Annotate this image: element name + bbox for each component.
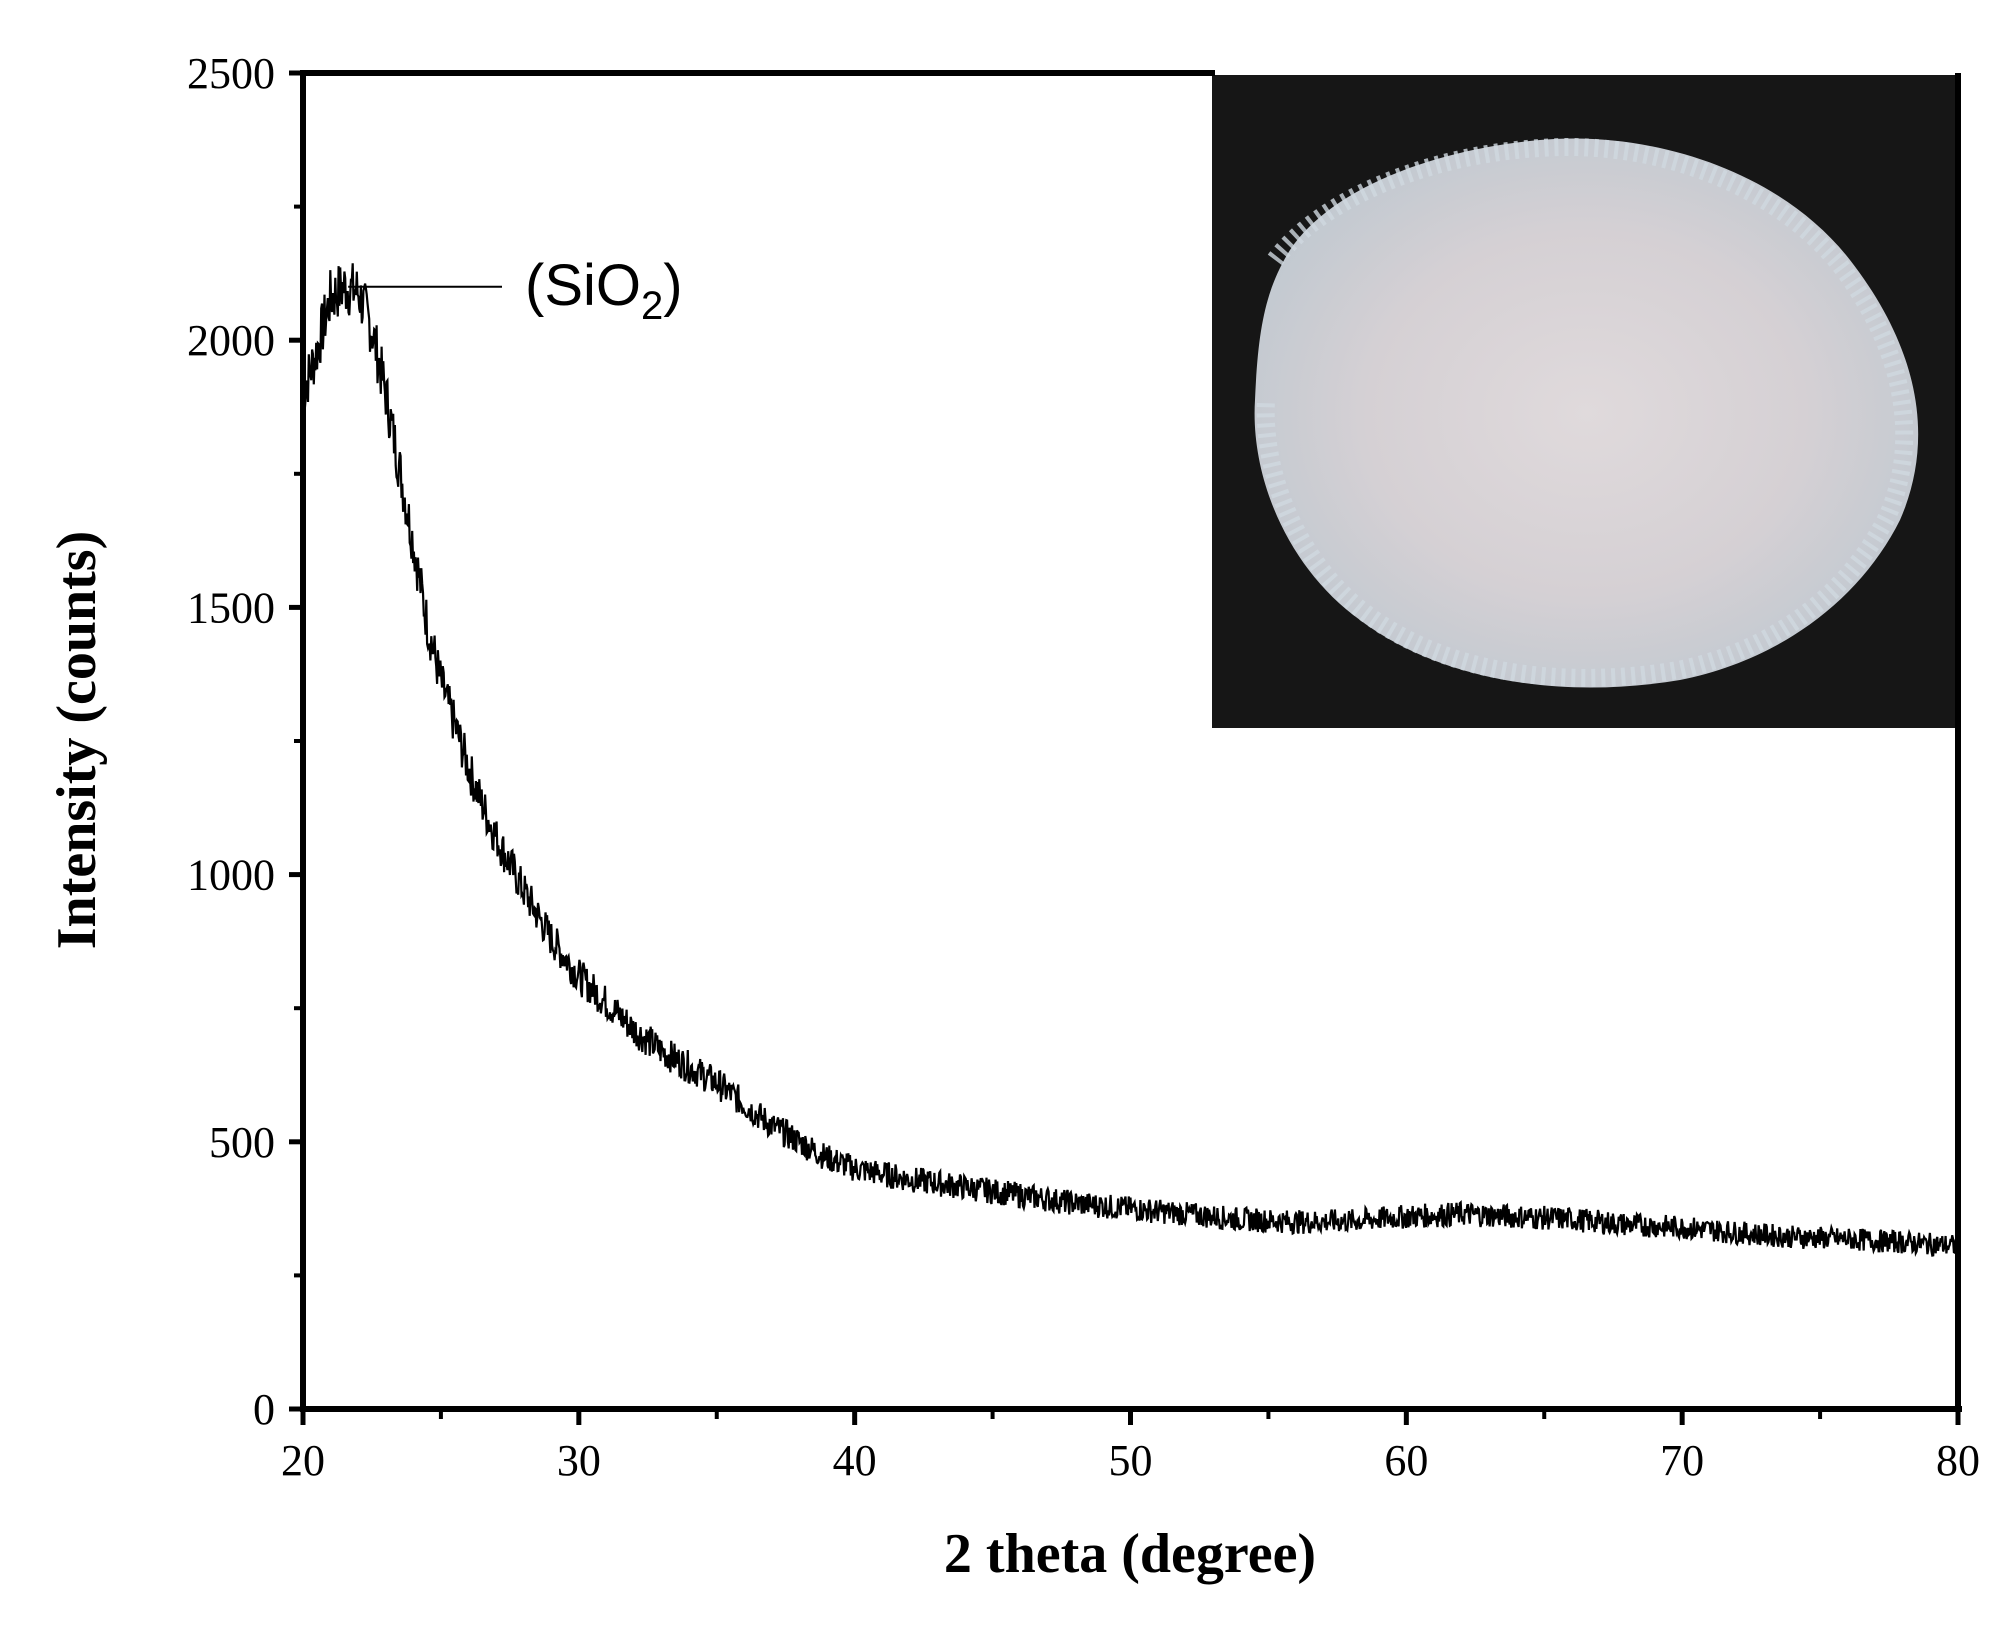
x-axis-ticks: 20 30 40 50 60 70 80 <box>281 1409 1980 1485</box>
y-tick-label: 500 <box>209 1118 275 1167</box>
y-tick-label: 1000 <box>187 851 275 900</box>
powder-photo-inset <box>1212 75 1955 728</box>
sio2-peak-annotation: (SiO2) <box>348 253 683 328</box>
x-tick-label: 50 <box>1109 1436 1153 1485</box>
xrd-series-line <box>301 263 1959 1258</box>
y-axis-ticks: 0 500 1000 1500 2000 2500 <box>187 49 303 1434</box>
y-tick-label: 2000 <box>187 316 275 365</box>
y-axis-title: Intensity (counts) <box>46 531 108 949</box>
x-tick-label: 80 <box>1936 1436 1980 1485</box>
x-tick-label: 60 <box>1384 1436 1428 1485</box>
x-axis-title: 2 theta (degree) <box>944 1523 1316 1585</box>
x-tick-label: 20 <box>281 1436 325 1485</box>
y-tick-label: 1500 <box>187 583 275 632</box>
y-tick-label: 2500 <box>187 49 275 98</box>
x-tick-label: 30 <box>557 1436 601 1485</box>
y-tick-label: 0 <box>253 1385 275 1434</box>
x-tick-label: 70 <box>1660 1436 1704 1485</box>
x-tick-label: 40 <box>833 1436 877 1485</box>
annotation-text: (SiO2) <box>525 253 683 328</box>
